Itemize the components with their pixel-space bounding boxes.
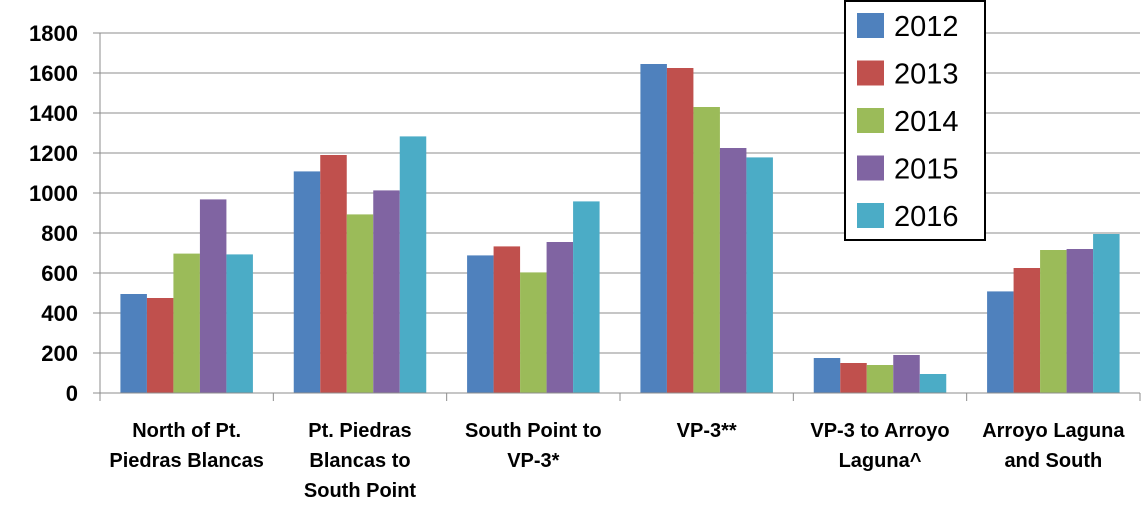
legend-label: 2012 <box>894 11 959 43</box>
bar-2016 <box>399 136 427 393</box>
bar-2012 <box>120 294 147 393</box>
axes <box>93 32 1141 401</box>
legend-swatch-2015 <box>857 155 884 181</box>
y-tick-label: 1600 <box>29 61 78 86</box>
bars <box>120 64 1120 393</box>
category-label: Blancas to <box>309 450 410 472</box>
bar-2015 <box>893 355 920 393</box>
legend-label: 2015 <box>894 154 959 186</box>
legend-swatch-2012 <box>857 13 884 38</box>
bar-2016 <box>746 157 773 393</box>
bar-2014 <box>866 365 894 393</box>
bar-2014 <box>173 253 200 393</box>
bar-2012 <box>467 255 494 393</box>
bar-2016 <box>1093 234 1120 393</box>
bar-2016 <box>919 374 947 393</box>
bar-2012 <box>987 291 1014 393</box>
y-tick-label: 1800 <box>29 21 78 46</box>
bar-2016 <box>226 254 253 393</box>
bar-2015 <box>199 199 227 393</box>
y-tick-label: 800 <box>41 221 78 246</box>
y-tick-label: 1200 <box>29 141 78 166</box>
category-label: South Point <box>304 480 417 502</box>
y-tick-label: 1000 <box>29 181 78 206</box>
legend-swatch-2013 <box>857 60 884 86</box>
category-label: Pt. Piedras <box>308 420 411 442</box>
legend-label: 2016 <box>894 201 959 233</box>
bar-2015 <box>1066 249 1094 393</box>
bar-2014 <box>346 214 374 393</box>
category-label: VP-3* <box>507 450 559 472</box>
legend-swatch-2016 <box>857 203 884 228</box>
legend-swatch-2014 <box>857 108 884 133</box>
category-label: VP-3** <box>677 420 737 442</box>
bar-2013 <box>320 155 347 393</box>
bar-2012 <box>293 171 321 393</box>
bar-2015 <box>373 190 400 393</box>
gridlines <box>100 32 1140 354</box>
bar-2014 <box>1040 250 1067 393</box>
legend-label: 2013 <box>894 59 959 91</box>
y-tick-label: 0 <box>66 381 78 406</box>
category-label: Arroyo Laguna <box>982 420 1125 442</box>
bar-2013 <box>493 246 521 393</box>
bar-2015 <box>719 148 747 393</box>
category-label: North of Pt. <box>132 420 241 442</box>
category-label: Piedras Blancas <box>109 450 264 472</box>
bar-2012 <box>640 64 667 393</box>
bar-2013 <box>840 363 867 393</box>
y-tick-label: 200 <box>41 341 78 366</box>
bar-2016 <box>573 201 600 393</box>
bar-2013 <box>666 68 694 393</box>
y-tick-labels: 0 200 400 600 800 1000 1200 1400 1600 1800 <box>29 21 78 406</box>
y-tick-label: 600 <box>41 261 78 286</box>
bar-2013 <box>1013 268 1041 393</box>
category-label: Laguna^ <box>839 450 922 472</box>
category-label: and South <box>1004 450 1102 472</box>
bar-2014 <box>520 272 547 393</box>
y-tick-label: 1400 <box>29 101 78 126</box>
category-label: South Point to <box>465 420 602 442</box>
bar-2014 <box>693 107 720 393</box>
legend-label: 2014 <box>894 106 959 138</box>
bar-2012 <box>813 358 841 393</box>
legend: 2012 2013 2014 2015 2016 <box>844 0 986 241</box>
bar-2013 <box>146 298 174 393</box>
category-label: VP-3 to Arroyo <box>810 420 949 442</box>
bar-2015 <box>546 242 574 393</box>
category-labels: North of Pt. Piedras Blancas Pt. Piedras Bl… <box>109 420 1125 502</box>
y-tick-label: 400 <box>41 301 78 326</box>
